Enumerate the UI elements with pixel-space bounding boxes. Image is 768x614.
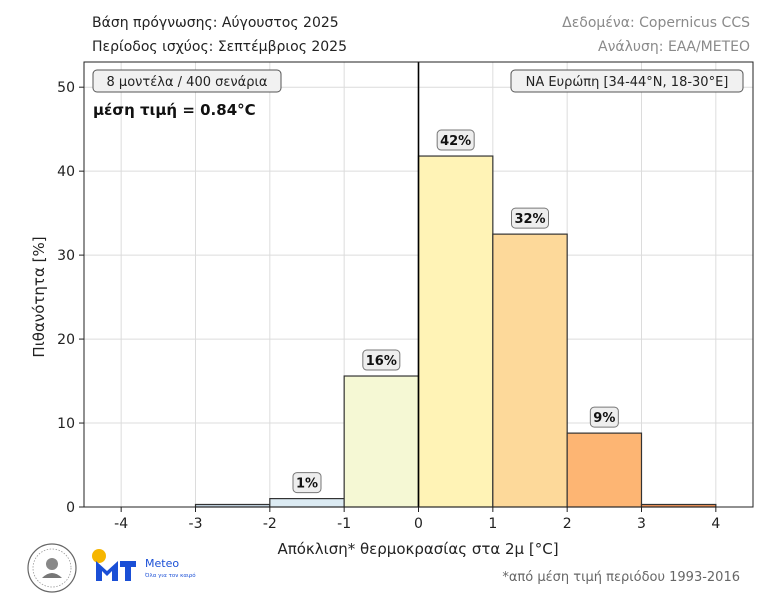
x-tick-label: -1 [337, 516, 351, 532]
y-axis-label: Πιθανότητα [%] [30, 236, 48, 357]
region-annotation: ΝΑ Ευρώπη [34-44°N, 18-30°E] [510, 69, 744, 93]
value-label: 42% [440, 134, 471, 149]
bar-value-labels: 1% 16% 42% 32% 9% [292, 129, 619, 494]
value-label-box [436, 129, 475, 151]
y-tick-label: 40 [57, 164, 75, 180]
value-label: 1% [296, 477, 318, 492]
x-tick-label: 2 [563, 516, 572, 532]
histogram-bar [343, 375, 420, 508]
bars [194, 155, 717, 508]
y-axis-ticks: 0 10 20 30 40 50 [57, 80, 84, 516]
x-axis-label: Απόκλιση* θερμοκρασίας στα 2μ [°C] [277, 540, 558, 558]
x-axis-ticks: -4 -3 -2 -1 0 1 2 3 4 [114, 507, 720, 532]
validity-period-label: Περίοδος ισχύος: Σεπτέμβριος 2025 [92, 39, 347, 55]
y-tick-label: 50 [57, 80, 75, 96]
ensemble-annotation: 8 μοντέλα / 400 σενάρια [92, 69, 282, 93]
value-label: 9% [593, 411, 615, 426]
value-label: 32% [514, 212, 545, 227]
ensemble-text: 8 μοντέλα / 400 σενάρια [107, 75, 268, 90]
meteo-logo: Meteo Όλα για τον καιρό [90, 547, 200, 587]
x-tick-label: -2 [263, 516, 277, 532]
academy-seal-logo [27, 543, 77, 593]
meteo-brand-text: Meteo [145, 557, 179, 570]
value-label: 16% [366, 354, 397, 369]
value-label-box [511, 207, 549, 229]
y-tick-label: 0 [66, 500, 75, 516]
histogram-bar [417, 155, 494, 508]
x-tick-label: 0 [414, 516, 423, 532]
region-text: ΝΑ Ευρώπη [34-44°N, 18-30°E] [526, 75, 729, 90]
histogram-bar [566, 432, 643, 508]
y-tick-label: 10 [57, 416, 75, 432]
mean-value-text: μέση τιμή = 0.84°C [93, 101, 256, 119]
x-tick-label: 4 [711, 516, 720, 532]
value-label-box [362, 349, 401, 371]
histogram-bar [492, 233, 568, 508]
x-tick-label: -3 [189, 516, 203, 532]
analysis-label: Ανάλυση: ΕΑΑ/METEO [598, 39, 750, 55]
meteo-tagline-text: Όλα για τον καιρό [144, 572, 196, 579]
x-tick-label: 3 [637, 516, 646, 532]
x-tick-label: -4 [114, 516, 128, 532]
y-tick-label: 20 [57, 332, 75, 348]
sun-icon [92, 549, 106, 563]
forecast-base-label: Βάση πρόγνωσης: Αύγουστος 2025 [92, 15, 339, 31]
value-label-box [292, 472, 322, 494]
x-tick-label: 1 [488, 516, 497, 532]
data-source-label: Δεδομένα: Copernicus CCS [562, 15, 750, 31]
histogram-bar [269, 498, 345, 508]
y-tick-label: 30 [57, 248, 75, 264]
baseline-footnote: *από μέση τιμή περιόδου 1993-2016 [502, 570, 740, 585]
value-label-box [589, 406, 619, 428]
